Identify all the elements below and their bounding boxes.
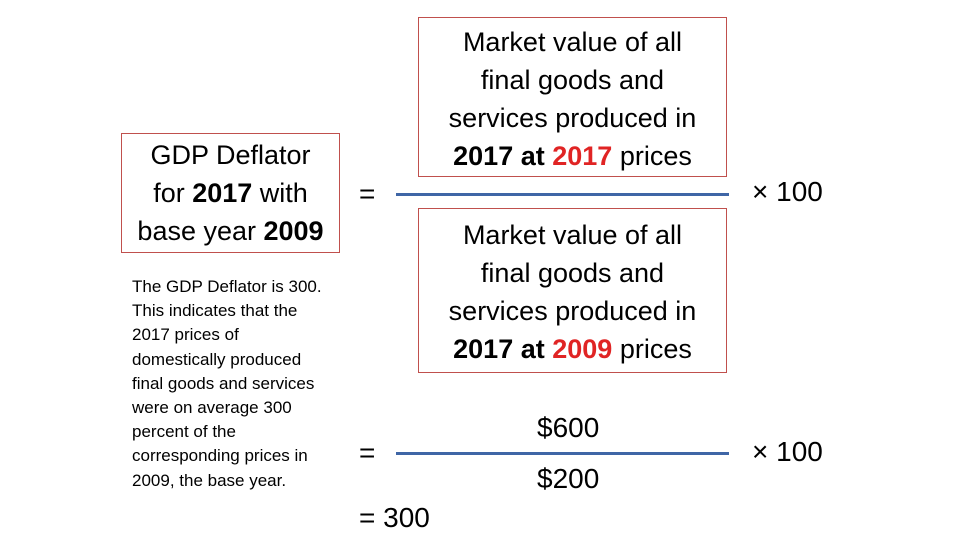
- denominator-line-3: services produced in: [448, 296, 697, 326]
- title-year-2017: 2017: [192, 178, 253, 208]
- title-line-1: GDP Deflator: [150, 140, 311, 170]
- numerator-year-2017: 2017: [552, 141, 613, 171]
- explanation-line: domestically produced: [132, 349, 302, 369]
- equals-sign-1: =: [359, 178, 376, 209]
- title-line-2: for 2017 with: [153, 178, 308, 208]
- denominator-value: $200: [537, 463, 600, 494]
- explanation-line: corresponding prices in: [132, 446, 308, 466]
- multiplier-2: × 100: [752, 436, 823, 467]
- explanation-text: The GDP Deflator is 300. This indicates t…: [132, 275, 357, 493]
- title-line-3: base year 2009: [137, 216, 324, 246]
- numerator-box: Market value of all final goods and serv…: [418, 17, 727, 177]
- explanation-line: The GDP Deflator is 300.: [132, 277, 322, 296]
- title-box: GDP Deflator for 2017 with base year 200…: [121, 133, 340, 253]
- title-year-2009: 2009: [263, 216, 324, 246]
- denominator-line-4: 2017 at 2009 prices: [453, 334, 692, 364]
- explanation-line: final goods and services: [132, 373, 315, 393]
- numerator-line-1: Market value of all: [462, 27, 683, 57]
- numerator-line-2: final goods and: [480, 65, 665, 95]
- equals-sign-2: =: [359, 437, 376, 468]
- explanation-line: were on average 300: [132, 398, 292, 418]
- explanation-line: percent of the: [132, 422, 236, 442]
- fraction-line-2: [396, 452, 729, 455]
- explanation-line: This indicates that the: [132, 301, 298, 321]
- multiplier-1: × 100: [752, 176, 823, 207]
- fraction-line-1: [396, 193, 729, 196]
- numerator-line-3: services produced in: [448, 103, 697, 133]
- denominator-box: Market value of all final goods and serv…: [418, 208, 727, 373]
- denominator-year-2009: 2009: [552, 334, 613, 364]
- denominator-line-1: Market value of all: [462, 220, 683, 250]
- explanation-line: 2017 prices of: [132, 325, 239, 345]
- denominator-line-2: final goods and: [480, 258, 665, 288]
- numerator-value: $600: [537, 412, 600, 443]
- numerator-line-4: 2017 at 2017 prices: [453, 141, 692, 171]
- explanation-line: 2009, the base year.: [132, 470, 287, 490]
- result: = 300: [359, 502, 430, 533]
